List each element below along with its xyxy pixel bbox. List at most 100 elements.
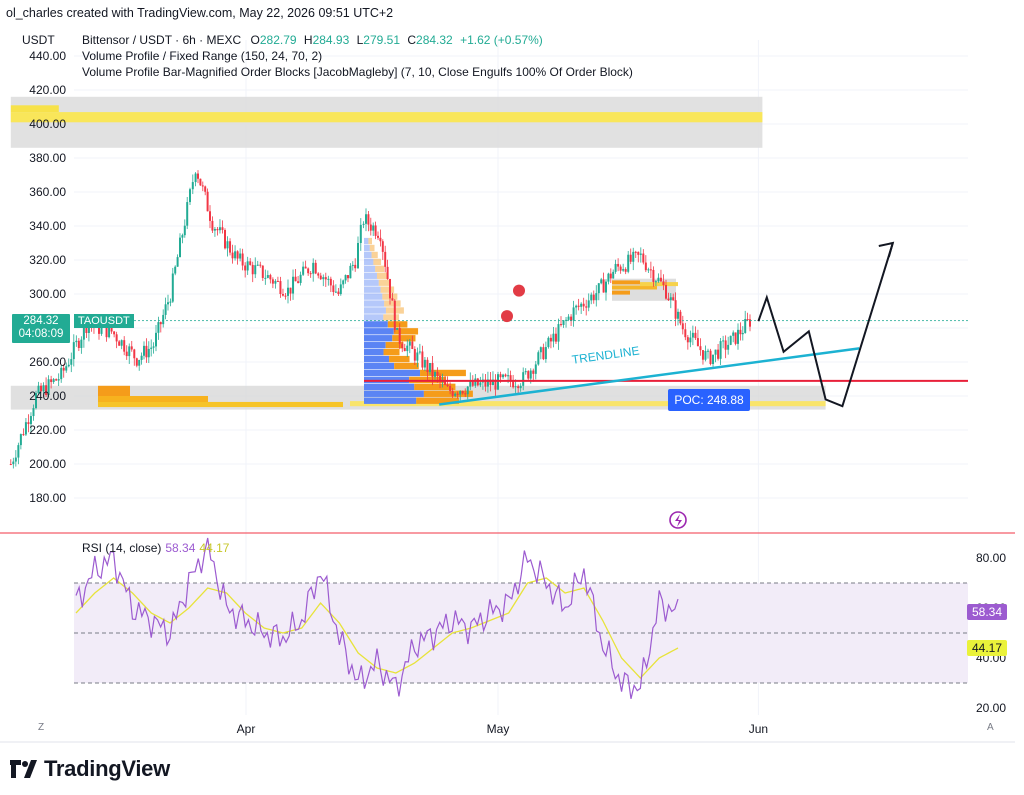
order-block-bar (612, 290, 630, 295)
candle-body (14, 457, 17, 462)
candle-body (60, 367, 63, 380)
price-tick-label: 420.00 (29, 83, 66, 97)
candle-body (489, 379, 492, 386)
candle-body (9, 464, 12, 465)
candle-body (317, 273, 320, 276)
legend-close-value: 284.32 (416, 33, 453, 47)
candle-body (169, 301, 172, 303)
poc-label: POC: 248.88 (668, 389, 750, 411)
candle-body (694, 332, 697, 339)
candle-body (65, 366, 68, 371)
volume-profile-up-bar (364, 300, 385, 307)
candle-body (47, 379, 50, 395)
candle-body (413, 348, 416, 361)
volume-profile-up-bar (364, 383, 415, 391)
candle-body (416, 352, 419, 361)
rsi-tick-label: 20.00 (976, 701, 1006, 715)
candle-body (474, 378, 477, 386)
auto-scale-z-button[interactable]: Z (38, 722, 45, 733)
volume-profile-down-bar (368, 237, 372, 245)
candle-body (469, 380, 472, 387)
candle-body (639, 253, 642, 255)
candle-body (585, 306, 588, 308)
candle-body (231, 252, 234, 259)
price-tick-label: 440.00 (29, 49, 66, 63)
currency-label[interactable]: USDT (22, 33, 55, 47)
volume-profile-up-bar (364, 251, 372, 259)
candle-body (634, 251, 637, 253)
volume-profile-up-bar (364, 328, 394, 335)
candle-body (499, 374, 502, 378)
legend-symbol-title[interactable]: Bittensor / USDT · 6h · MEXC (82, 33, 242, 47)
candle-body (52, 379, 55, 383)
candle-body (667, 298, 670, 301)
candle-body (665, 285, 667, 299)
candle-body (342, 280, 345, 285)
candle-body (539, 347, 542, 353)
volume-profile-down-bar (387, 321, 408, 328)
order-block-bar (612, 285, 657, 290)
volume-profile-up-bar (364, 258, 374, 266)
volume-profile-down-bar (394, 362, 419, 370)
candle-body (244, 265, 247, 271)
volume-profile-down-bar (383, 314, 400, 321)
candle-body (40, 385, 43, 392)
price-tick-label: 400.00 (29, 117, 66, 131)
candle-body (542, 347, 545, 360)
candle-body (289, 287, 292, 294)
candle-body (339, 284, 342, 295)
candle-body (434, 372, 436, 377)
candle-body (22, 434, 25, 436)
candle-body (251, 264, 254, 275)
candle-body (652, 269, 655, 282)
candle-body (654, 281, 657, 283)
candle-body (281, 293, 284, 296)
last-price-value: 284.32 (23, 315, 59, 327)
time-tick-label: May (487, 722, 510, 736)
candle-body (19, 434, 22, 446)
candle-body (622, 269, 625, 271)
legend-indicator-volume-profile[interactable]: Volume Profile / Fixed Range (150, 24, 7… (82, 49, 323, 63)
candle-body (381, 241, 384, 252)
candle-body (494, 379, 497, 390)
candle-body (734, 332, 737, 344)
candle-body (461, 391, 464, 394)
candle-body (691, 332, 694, 338)
trendline (439, 347, 860, 406)
candle-body (85, 325, 88, 333)
rsi-legend[interactable]: RSI (14, close) 58.34 44.17 (82, 541, 229, 555)
candle-body (120, 340, 123, 346)
candle-body (369, 224, 372, 231)
rsi-value-tag: 58.34 (967, 604, 1007, 620)
auto-scale-a-button[interactable]: A (987, 722, 994, 733)
candle-body (537, 352, 540, 365)
candle-body (322, 277, 325, 280)
time-tick-label: Apr (237, 722, 256, 736)
volume-profile-down-bar (414, 383, 456, 391)
candle-body (401, 343, 404, 349)
candle-body (746, 319, 749, 321)
candle-body (504, 374, 507, 377)
candle-body (155, 332, 157, 347)
candle-body (486, 379, 489, 387)
candle-body (502, 374, 505, 378)
candle-body (431, 363, 434, 377)
candle-body (135, 358, 138, 366)
candle-body (344, 275, 347, 281)
candle-body (118, 341, 121, 346)
candle-body (677, 311, 679, 319)
candle-body (354, 264, 357, 269)
price-tick-label: 260.00 (29, 355, 66, 369)
volume-profile-down-bar (383, 348, 400, 356)
volume-profile-down-bar (369, 244, 375, 252)
legend-indicator-order-blocks[interactable]: Volume Profile Bar-Magnified Order Block… (82, 65, 633, 79)
volume-profile-up-bar (364, 272, 377, 279)
candle-body (55, 379, 58, 381)
candle-body (519, 385, 522, 389)
candle-body (554, 333, 557, 342)
candle-body (365, 214, 367, 224)
chart-credit: ol_charles created with TradingView.com,… (6, 6, 394, 20)
candles (9, 170, 751, 469)
candle-body (717, 349, 720, 359)
